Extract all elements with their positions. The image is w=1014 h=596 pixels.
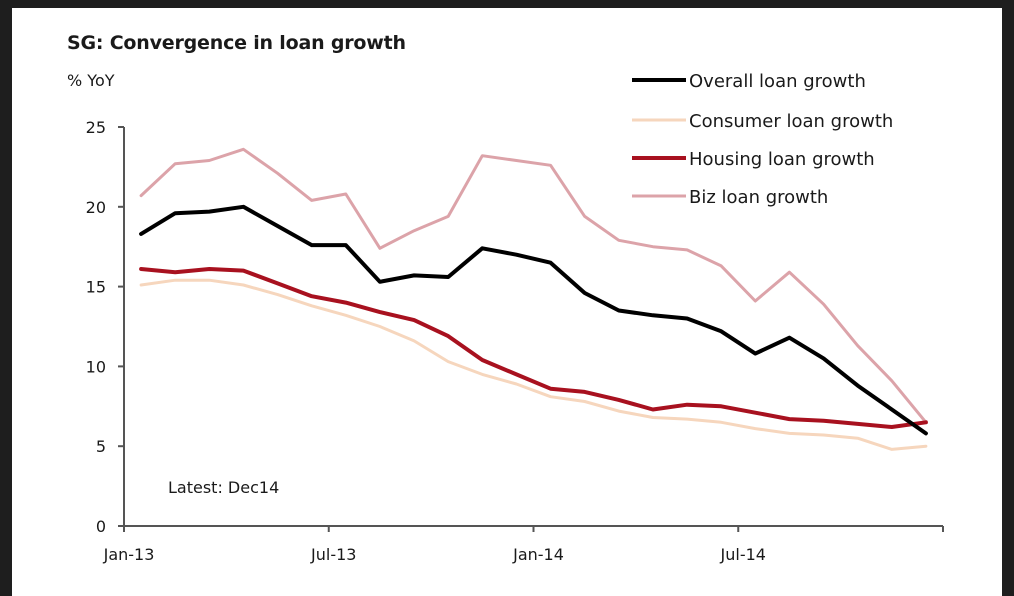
overall-loan-growth-line [139,204,928,436]
x-tick-label: Jul-14 [720,545,766,564]
legend-label: Housing loan growth [689,149,875,170]
y-tick-label: 25 [86,118,106,137]
chart-panel [12,8,1002,596]
series-consumer-loan-growth [139,278,928,451]
series-lines [139,147,928,451]
y-tick-label: 5 [96,437,106,456]
series-overall-loan-growth [139,204,928,436]
y-tick-label: 15 [86,278,106,297]
legend-label: Overall loan growth [689,71,866,92]
legend-item-housing-loan-growth: Housing loan growth [632,149,875,170]
y-tick-label: 10 [86,357,106,376]
latest-annotation: Latest: Dec14 [168,478,279,497]
legend: Overall loan growth Consumer loan growth H… [632,71,893,208]
biz-loan-growth-line [139,147,928,424]
legend-item-biz-loan-growth: Biz loan growth [632,187,828,208]
y-tick-label: 0 [96,517,106,536]
y-tick-label: 20 [86,198,106,217]
consumer-loan-growth-line [139,278,928,451]
legend-label: Biz loan growth [689,187,828,208]
legend-item-consumer-loan-growth: Consumer loan growth [632,111,893,132]
x-tick-label: Jan-14 [512,545,564,564]
x-tick-label: Jan-13 [103,545,155,564]
y-axis-unit-label: % YoY [67,71,115,90]
series-housing-loan-growth [139,267,928,429]
legend-item-overall-loan-growth: Overall loan growth [632,71,866,92]
chart-title: SG: Convergence in loan growth [67,32,406,54]
legend-label: Consumer loan growth [689,111,893,132]
axes: 0 5 10 15 20 25 Jan-13 Jul-13 Jan-14 Jul-14 [86,118,944,564]
housing-loan-growth-line [139,267,928,429]
x-tick-label: Jul-13 [310,545,356,564]
